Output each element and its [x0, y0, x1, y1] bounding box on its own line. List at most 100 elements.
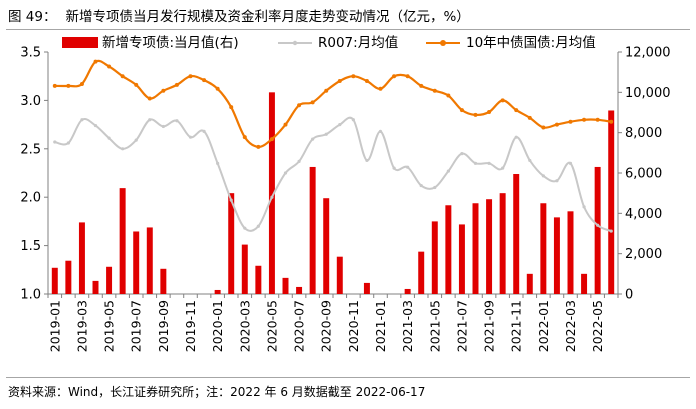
x-tick-label: 2022-03 — [563, 300, 578, 352]
bond-10y-point-2020-05 — [269, 137, 274, 142]
r007-point-2022-06 — [609, 229, 613, 233]
bond-10y-point-2019-01 — [52, 83, 57, 88]
legend-bar-label: 新增专项债:当月值(右) — [102, 35, 239, 51]
bond-10y-point-2021-12 — [527, 115, 532, 120]
bond-10y-point-2019-06 — [120, 74, 125, 79]
x-tick-label: 2020-11 — [346, 300, 361, 352]
r007-point-2020-07 — [297, 159, 301, 163]
bar-2021-04 — [418, 251, 425, 294]
r007-point-2021-08 — [473, 161, 478, 165]
bar-2019-09 — [160, 268, 167, 294]
bond-10y-point-2019-10 — [174, 82, 179, 87]
x-tick-label: 2019-01 — [47, 300, 62, 352]
y-right-tick-label: 6,000 — [625, 167, 662, 182]
bar-2020-07 — [296, 286, 303, 294]
bond-10y-point-2020-02 — [229, 105, 234, 110]
r007-point-2019-07 — [134, 138, 138, 142]
r007-point-2020-04 — [256, 224, 260, 228]
bond-10y-point-2020-04 — [256, 144, 261, 149]
r007-point-2021-07 — [460, 152, 464, 156]
bar-2020-06 — [282, 277, 289, 294]
bar-2020-10 — [336, 256, 343, 294]
r007-point-2019-11 — [188, 135, 193, 139]
bond-10y-point-2021-01 — [378, 86, 383, 91]
bond-10y-point-2020-07 — [297, 103, 302, 108]
r007-point-2021-01 — [378, 129, 383, 133]
y-right-tick-label: 8,000 — [625, 126, 662, 141]
bond-10y-point-2022-04 — [582, 117, 587, 122]
bond-10y-point-2021-06 — [446, 93, 451, 98]
bar-2020-04 — [255, 265, 262, 294]
bar-2020-05 — [268, 92, 275, 294]
bond-10y-point-2019-07 — [134, 82, 139, 87]
bar-2019-04 — [92, 280, 99, 294]
x-tick-label: 2021-07 — [454, 300, 469, 352]
x-tick-label: 2020-05 — [264, 300, 279, 352]
legend: 新增专项债:当月值(右) R007:月均值 10年中债国债:月均值 — [62, 35, 596, 51]
bar-2019-07 — [133, 231, 140, 294]
x-tick-label: 2021-09 — [482, 300, 497, 352]
r007-point-2019-03 — [80, 118, 84, 122]
y-left-tick-label: 1.5 — [20, 239, 41, 254]
r007-point-2021-05 — [433, 185, 437, 190]
legend-r007-label: R007:月均值 — [318, 35, 398, 51]
line-series — [52, 59, 614, 233]
bond-10y-point-2019-08 — [147, 96, 152, 101]
r007-point-2021-06 — [446, 169, 450, 173]
bar-2021-08 — [472, 203, 479, 294]
r007-line — [54, 116, 612, 233]
bond-10y-point-2022-01 — [541, 125, 546, 130]
y-right-tick-label: 12,000 — [625, 46, 671, 61]
y-right-tick-label: 10,000 — [625, 86, 671, 101]
r007-point-2021-03 — [406, 165, 410, 169]
bar-2020-09 — [323, 198, 330, 294]
x-tick-label: 2021-01 — [373, 300, 388, 352]
bar-2021-06 — [445, 205, 452, 294]
legend-r007-marker — [292, 40, 298, 46]
bond-10y-point-2019-04 — [93, 59, 98, 64]
r007-point-2020-09 — [324, 132, 328, 136]
r007-point-2020-03 — [243, 226, 247, 230]
r007-point-2020-01 — [216, 161, 220, 165]
r007-point-2020-10 — [338, 123, 342, 127]
r007-point-2019-02 — [66, 141, 70, 145]
legend-bond-label: 10年中债国债:月均值 — [466, 35, 596, 51]
r007-point-2022-02 — [555, 179, 559, 183]
bar-2022-06 — [608, 110, 615, 294]
r007-point-2020-11 — [351, 118, 355, 122]
bond-10y-point-2020-03 — [242, 135, 247, 140]
x-tick-label: 2021-11 — [509, 300, 524, 352]
r007-point-2019-09 — [161, 124, 165, 129]
r007-point-2021-10 — [501, 166, 505, 170]
bar-2022-02 — [553, 217, 560, 294]
x-tick-label: 2021-05 — [427, 300, 442, 352]
y-left-tick-label: 2.0 — [20, 191, 41, 206]
bar-2021-12 — [526, 273, 533, 294]
figure-title-text: 新增专项债当月发行规模及资金利率月度走势变动情况（亿元，%） — [65, 9, 470, 25]
y-right-tick-label: 0 — [625, 288, 633, 303]
bond-10y-point-2021-03 — [405, 74, 410, 79]
bond-10y-point-2021-07 — [459, 108, 464, 113]
bond-10y-point-2020-09 — [324, 88, 329, 93]
legend-bond-marker — [440, 40, 446, 46]
bond-10y-point-2022-03 — [568, 119, 573, 124]
bar-2019-02 — [65, 260, 72, 294]
bar-2020-01 — [214, 289, 221, 294]
bond-10y-point-2019-02 — [66, 83, 71, 88]
r007-point-2020-06 — [283, 171, 288, 175]
bond-10y-point-2019-03 — [79, 81, 84, 86]
bond-10y-line — [54, 59, 612, 148]
r007-point-2019-12 — [202, 129, 206, 133]
bar-2021-10 — [499, 193, 506, 294]
r007-point-2019-06 — [121, 147, 125, 151]
figure-title: 图 49： 新增专项债当月发行规模及资金利率月度走势变动情况（亿元，%） — [8, 5, 470, 25]
bar-2021-07 — [458, 224, 465, 294]
r007-point-2020-08 — [311, 137, 315, 141]
bar-2019-03 — [78, 222, 85, 294]
r007-point-2022-01 — [541, 174, 545, 178]
r007-point-2021-09 — [487, 161, 491, 165]
x-tick-label: 2020-09 — [319, 300, 334, 352]
bar-2021-09 — [486, 199, 493, 294]
bond-10y-point-2020-12 — [364, 79, 369, 84]
y-left-tick-label: 3.0 — [20, 94, 41, 109]
